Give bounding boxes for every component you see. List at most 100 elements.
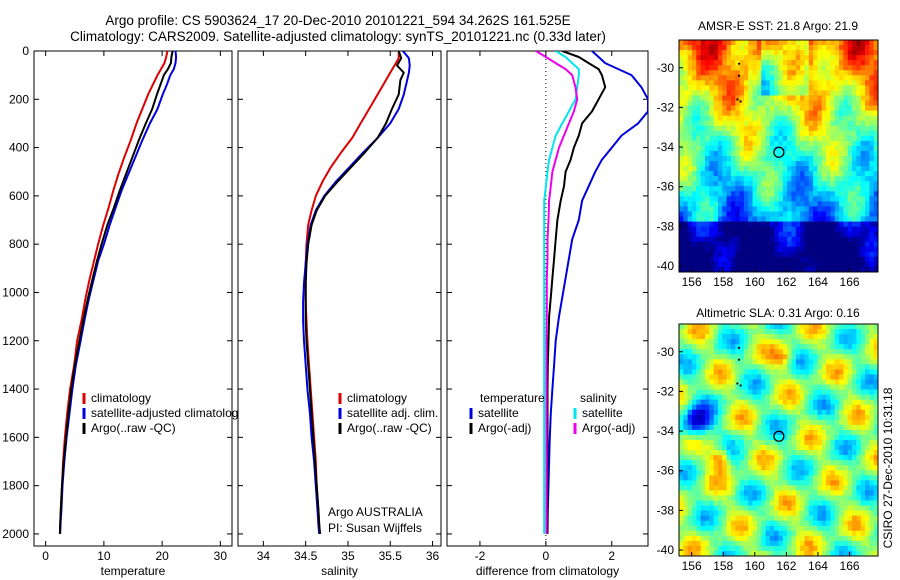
- altimetric-sla-cell: [748, 535, 753, 542]
- amsre-sst-cell: [696, 216, 702, 222]
- amsre-sst-cell: [756, 65, 762, 71]
- altimetric-sla-cell: [730, 455, 736, 461]
- altimetric-sla-cell: [756, 344, 762, 350]
- altimetric-sla-cell: [769, 429, 775, 436]
- altimetric-sla-cell: [730, 399, 736, 406]
- altimetric-sla-cell: [843, 369, 849, 375]
- altimetric-sla-cell: [804, 349, 810, 355]
- amsre-sst-cell: [739, 45, 745, 51]
- altimetric-sla-cell: [752, 495, 758, 501]
- altimetric-sla-cell: [717, 384, 723, 390]
- pi-name-label: PI: Susan Wijffels: [328, 521, 422, 535]
- amsre-sst-cell: [778, 85, 784, 91]
- amsre-sst-cell: [778, 181, 784, 187]
- altimetric-sla-cell: [826, 460, 831, 466]
- amsre-sst-cell: [722, 100, 727, 106]
- altimetric-sla-cell: [722, 334, 727, 340]
- altimetric-sla-cell: [817, 525, 823, 532]
- altimetric-sla-cell: [843, 424, 849, 431]
- altimetric-sla-cell: [852, 470, 857, 476]
- altimetric-sla-cell: [847, 349, 853, 355]
- amsre-sst-cell: [683, 166, 689, 172]
- amsre-sst-cell: [769, 226, 775, 233]
- amsre-sst-cell: [700, 161, 706, 167]
- amsre-sst-cell: [679, 216, 684, 222]
- amsre-sst-cell: [839, 256, 844, 263]
- altimetric-sla-cell: [787, 424, 792, 431]
- amsre-sst-cell: [839, 65, 844, 71]
- amsre-sst-cell: [696, 125, 702, 132]
- amsre-sst-cell: [756, 110, 762, 117]
- amsre-sst-cell: [808, 231, 814, 238]
- altimetric-sla-cell: [800, 404, 805, 411]
- amsre-sst-cell: [730, 140, 736, 147]
- amsre-sst-cell: [761, 246, 766, 253]
- amsre-sst-cell: [756, 216, 762, 222]
- altimetric-sla-cell: [843, 530, 849, 537]
- amsre-sst-cell: [730, 201, 736, 207]
- altimetric-sla-cell: [808, 334, 814, 340]
- amsre-sst-cell: [687, 161, 693, 167]
- amsre-sst-cell: [743, 120, 749, 127]
- altimetric-sla-cell: [791, 399, 797, 406]
- altimetric-sla-cell: [748, 455, 753, 461]
- altimetric-sla-cell: [804, 399, 810, 406]
- amsre-sst-cell: [761, 226, 766, 233]
- amsre-sst-cell: [843, 90, 849, 96]
- amsre-sst-cell: [795, 251, 801, 258]
- amsre-sst-cell: [691, 90, 697, 96]
- altimetric-sla-cell: [804, 500, 810, 506]
- altimetric-sla-cell: [704, 495, 710, 501]
- altimetric-sla-cell: [765, 349, 771, 355]
- amsre-sst-cell: [808, 135, 814, 142]
- amsre-sst-cell: [795, 206, 801, 212]
- altimetric-sla-cell: [852, 545, 857, 552]
- amsre-sst-cell: [856, 105, 862, 112]
- altimetric-sla-cell: [817, 465, 823, 471]
- amsre-sst-cell: [739, 176, 745, 182]
- altimetric-sla-cell: [821, 379, 827, 385]
- altimetric-sla-cell: [735, 480, 740, 486]
- amsre-sst-cell: [826, 50, 831, 56]
- altimetric-sla-cell: [826, 369, 831, 375]
- amsre-sst-cell: [774, 150, 779, 157]
- amsre-sst-cell: [765, 201, 771, 207]
- altimetric-sla-cell: [687, 399, 693, 406]
- amsre-sst-cell: [817, 80, 823, 86]
- amsre-sst-cell: [739, 115, 745, 122]
- altimetric-sla-cell: [778, 490, 784, 496]
- amsre-sst-cell: [804, 70, 810, 76]
- altimetric-sla-cell: [843, 329, 849, 335]
- amsre-sst-cell: [817, 171, 823, 177]
- amsre-sst-cell: [787, 135, 792, 142]
- altimetric-sla-cell: [808, 505, 814, 512]
- amsre-sst-cell: [782, 40, 788, 46]
- amsre-sst-cell: [679, 130, 684, 137]
- amsre-sst-cell: [687, 176, 693, 182]
- amsre-sst-cell: [691, 266, 697, 273]
- amsre-sst-cell: [687, 45, 693, 51]
- altimetric-sla-cell: [722, 450, 727, 456]
- amsre-sst-cell: [717, 145, 723, 152]
- amsre-sst-cell: [743, 226, 749, 233]
- amsre-sst-cell: [808, 55, 814, 61]
- altimetric-sla-cell: [756, 399, 762, 406]
- amsre-sst-cell: [679, 256, 684, 263]
- altimetric-sla-cell: [800, 389, 805, 396]
- amsre-sst-cell: [813, 95, 818, 101]
- amsre-sst-cell: [834, 171, 840, 177]
- altimetric-sla-cell: [830, 359, 836, 365]
- amsre-sst-cell: [726, 110, 732, 117]
- altimetric-sla-cell: [761, 389, 766, 396]
- amsre-sst-cell: [834, 221, 840, 228]
- altimetric-sla-cell: [739, 525, 745, 532]
- amsre-sst-cell: [782, 45, 788, 51]
- altimetric-sla-cell: [813, 374, 818, 380]
- amsre-sst-cell: [709, 166, 715, 172]
- altimetric-sla-cell: [817, 515, 823, 522]
- amsre-sst-cell: [860, 135, 866, 142]
- amsre-sst-cell: [800, 125, 805, 132]
- amsre-sst-cell: [804, 65, 810, 71]
- amsre-sst-cell: [791, 241, 797, 248]
- amsre-sst-cell: [752, 156, 758, 162]
